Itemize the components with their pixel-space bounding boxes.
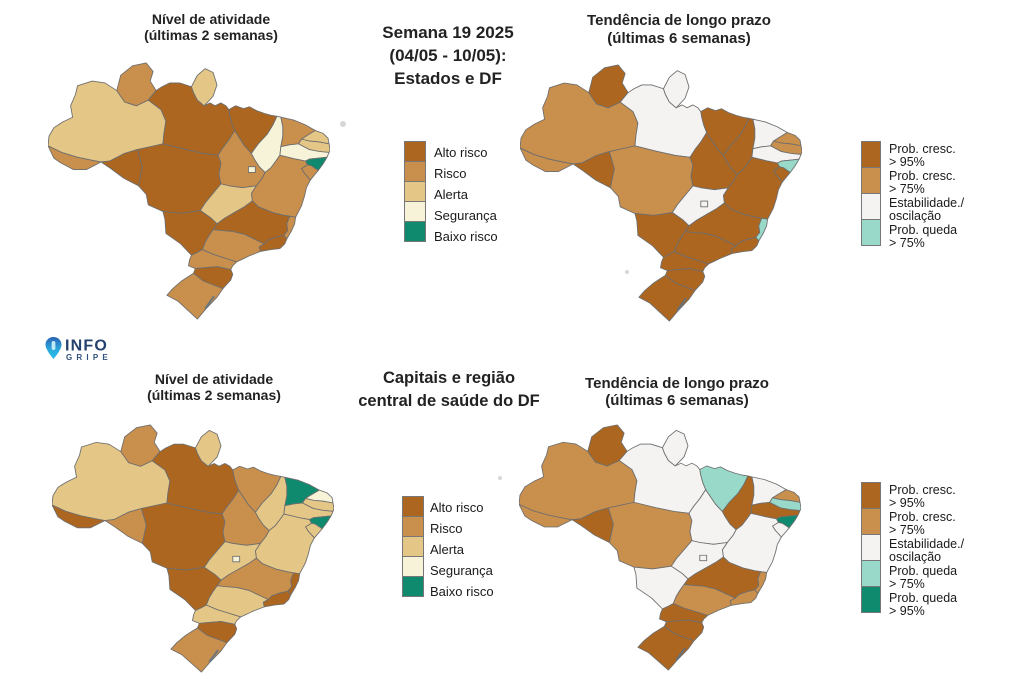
svg-text:INFO: INFO [65,338,108,355]
svg-text:GRIPE: GRIPE [66,353,112,362]
